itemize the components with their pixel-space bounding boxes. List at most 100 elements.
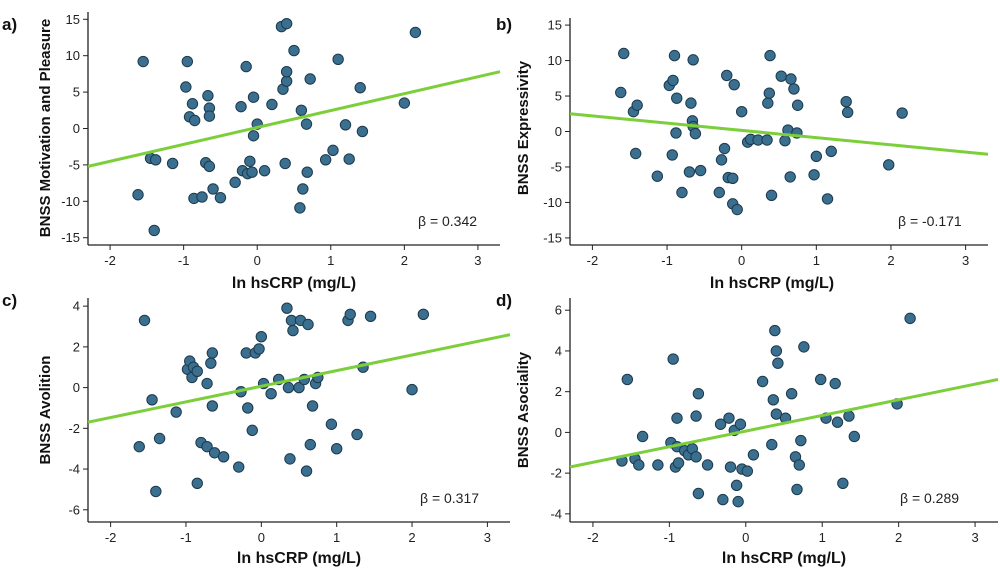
data-point xyxy=(344,308,356,320)
data-point xyxy=(767,394,779,406)
data-point xyxy=(229,176,241,189)
data-point xyxy=(825,145,837,158)
data-point xyxy=(170,406,182,418)
data-point xyxy=(747,449,760,461)
data-point xyxy=(763,87,775,99)
x-tick-label: 1 xyxy=(813,253,820,268)
data-point xyxy=(769,324,781,337)
x-tick-label: 3 xyxy=(971,530,978,545)
data-point xyxy=(247,130,260,142)
data-point xyxy=(258,165,271,177)
data-point xyxy=(233,461,245,473)
data-point xyxy=(300,118,313,130)
data-point xyxy=(798,341,810,353)
data-point xyxy=(795,434,807,447)
y-tick-label: -10 xyxy=(543,195,562,210)
data-point xyxy=(306,400,319,412)
data-point xyxy=(690,451,702,463)
data-point xyxy=(146,394,158,406)
data-point xyxy=(364,310,377,323)
data-point xyxy=(689,127,702,140)
data-point xyxy=(417,308,430,320)
regression-line xyxy=(87,333,511,424)
data-point xyxy=(735,105,748,118)
data-point xyxy=(279,157,291,170)
regression-line xyxy=(569,112,989,156)
x-tick-label: -1 xyxy=(661,253,673,268)
data-point xyxy=(300,465,313,477)
data-point xyxy=(829,377,841,390)
panel-label: c) xyxy=(2,291,17,310)
data-point xyxy=(727,172,739,185)
y-tick-label: 0 xyxy=(73,380,80,395)
y-tick-label: 10 xyxy=(66,48,80,63)
data-point xyxy=(841,106,854,119)
y-tick-label: -4 xyxy=(68,462,80,477)
data-point xyxy=(242,402,254,414)
data-point xyxy=(788,83,800,95)
y-tick-label: -4 xyxy=(550,506,562,521)
y-tick-label: 2 xyxy=(555,384,562,399)
data-point xyxy=(148,224,160,237)
data-point xyxy=(756,375,769,388)
panel-label: b) xyxy=(496,15,512,34)
data-point xyxy=(667,74,679,87)
data-point xyxy=(765,189,778,202)
data-point xyxy=(831,416,844,428)
data-point xyxy=(808,169,820,181)
data-point xyxy=(138,314,151,327)
data-point xyxy=(253,343,265,355)
data-point xyxy=(779,135,791,147)
data-point xyxy=(181,55,194,68)
y-tick-label: 4 xyxy=(555,343,562,358)
data-point xyxy=(636,430,649,443)
data-point xyxy=(327,144,339,157)
data-point xyxy=(293,381,305,394)
data-point xyxy=(764,49,776,62)
data-point xyxy=(240,60,252,73)
data-point xyxy=(692,388,705,400)
data-point xyxy=(670,127,682,139)
data-point xyxy=(406,383,418,396)
y-tick-label: 10 xyxy=(548,53,562,68)
data-point xyxy=(651,170,664,182)
data-point xyxy=(810,150,823,163)
data-point xyxy=(319,154,332,166)
data-point xyxy=(297,183,309,195)
x-tick-label: 0 xyxy=(258,530,265,545)
x-tick-label: -1 xyxy=(664,530,676,545)
y-axis-label: BNSS Expressivity xyxy=(515,60,532,195)
data-point xyxy=(671,92,683,104)
x-tick-label: 0 xyxy=(254,253,261,268)
beta-annotation: β = -0.171 xyxy=(898,213,962,229)
data-point xyxy=(351,428,363,441)
data-point xyxy=(821,193,834,205)
data-point xyxy=(652,459,664,471)
data-point xyxy=(683,166,696,178)
data-point xyxy=(203,160,216,173)
data-point xyxy=(843,410,855,422)
data-point xyxy=(713,186,725,199)
data-point xyxy=(235,100,247,113)
regression-line xyxy=(569,377,999,469)
x-tick-label: 0 xyxy=(738,253,745,268)
data-point xyxy=(205,357,217,369)
data-point xyxy=(668,49,681,62)
data-point xyxy=(848,430,861,443)
data-point xyxy=(214,191,227,204)
data-point xyxy=(791,99,804,111)
y-tick-label: 15 xyxy=(66,12,80,27)
data-point xyxy=(188,114,201,127)
data-point xyxy=(409,26,422,39)
x-tick-label: 1 xyxy=(819,530,826,545)
y-tick-label: 6 xyxy=(555,303,562,318)
data-point xyxy=(671,412,683,424)
data-point xyxy=(137,55,149,68)
data-point xyxy=(734,418,747,430)
panel-label: d) xyxy=(496,291,512,310)
x-tick-label: 0 xyxy=(742,530,749,545)
x-tick-label: 2 xyxy=(401,253,408,268)
x-axis-label: ln hsCRP (mg/L) xyxy=(710,275,834,292)
y-tick-label: -5 xyxy=(68,157,80,172)
data-point xyxy=(721,69,733,82)
